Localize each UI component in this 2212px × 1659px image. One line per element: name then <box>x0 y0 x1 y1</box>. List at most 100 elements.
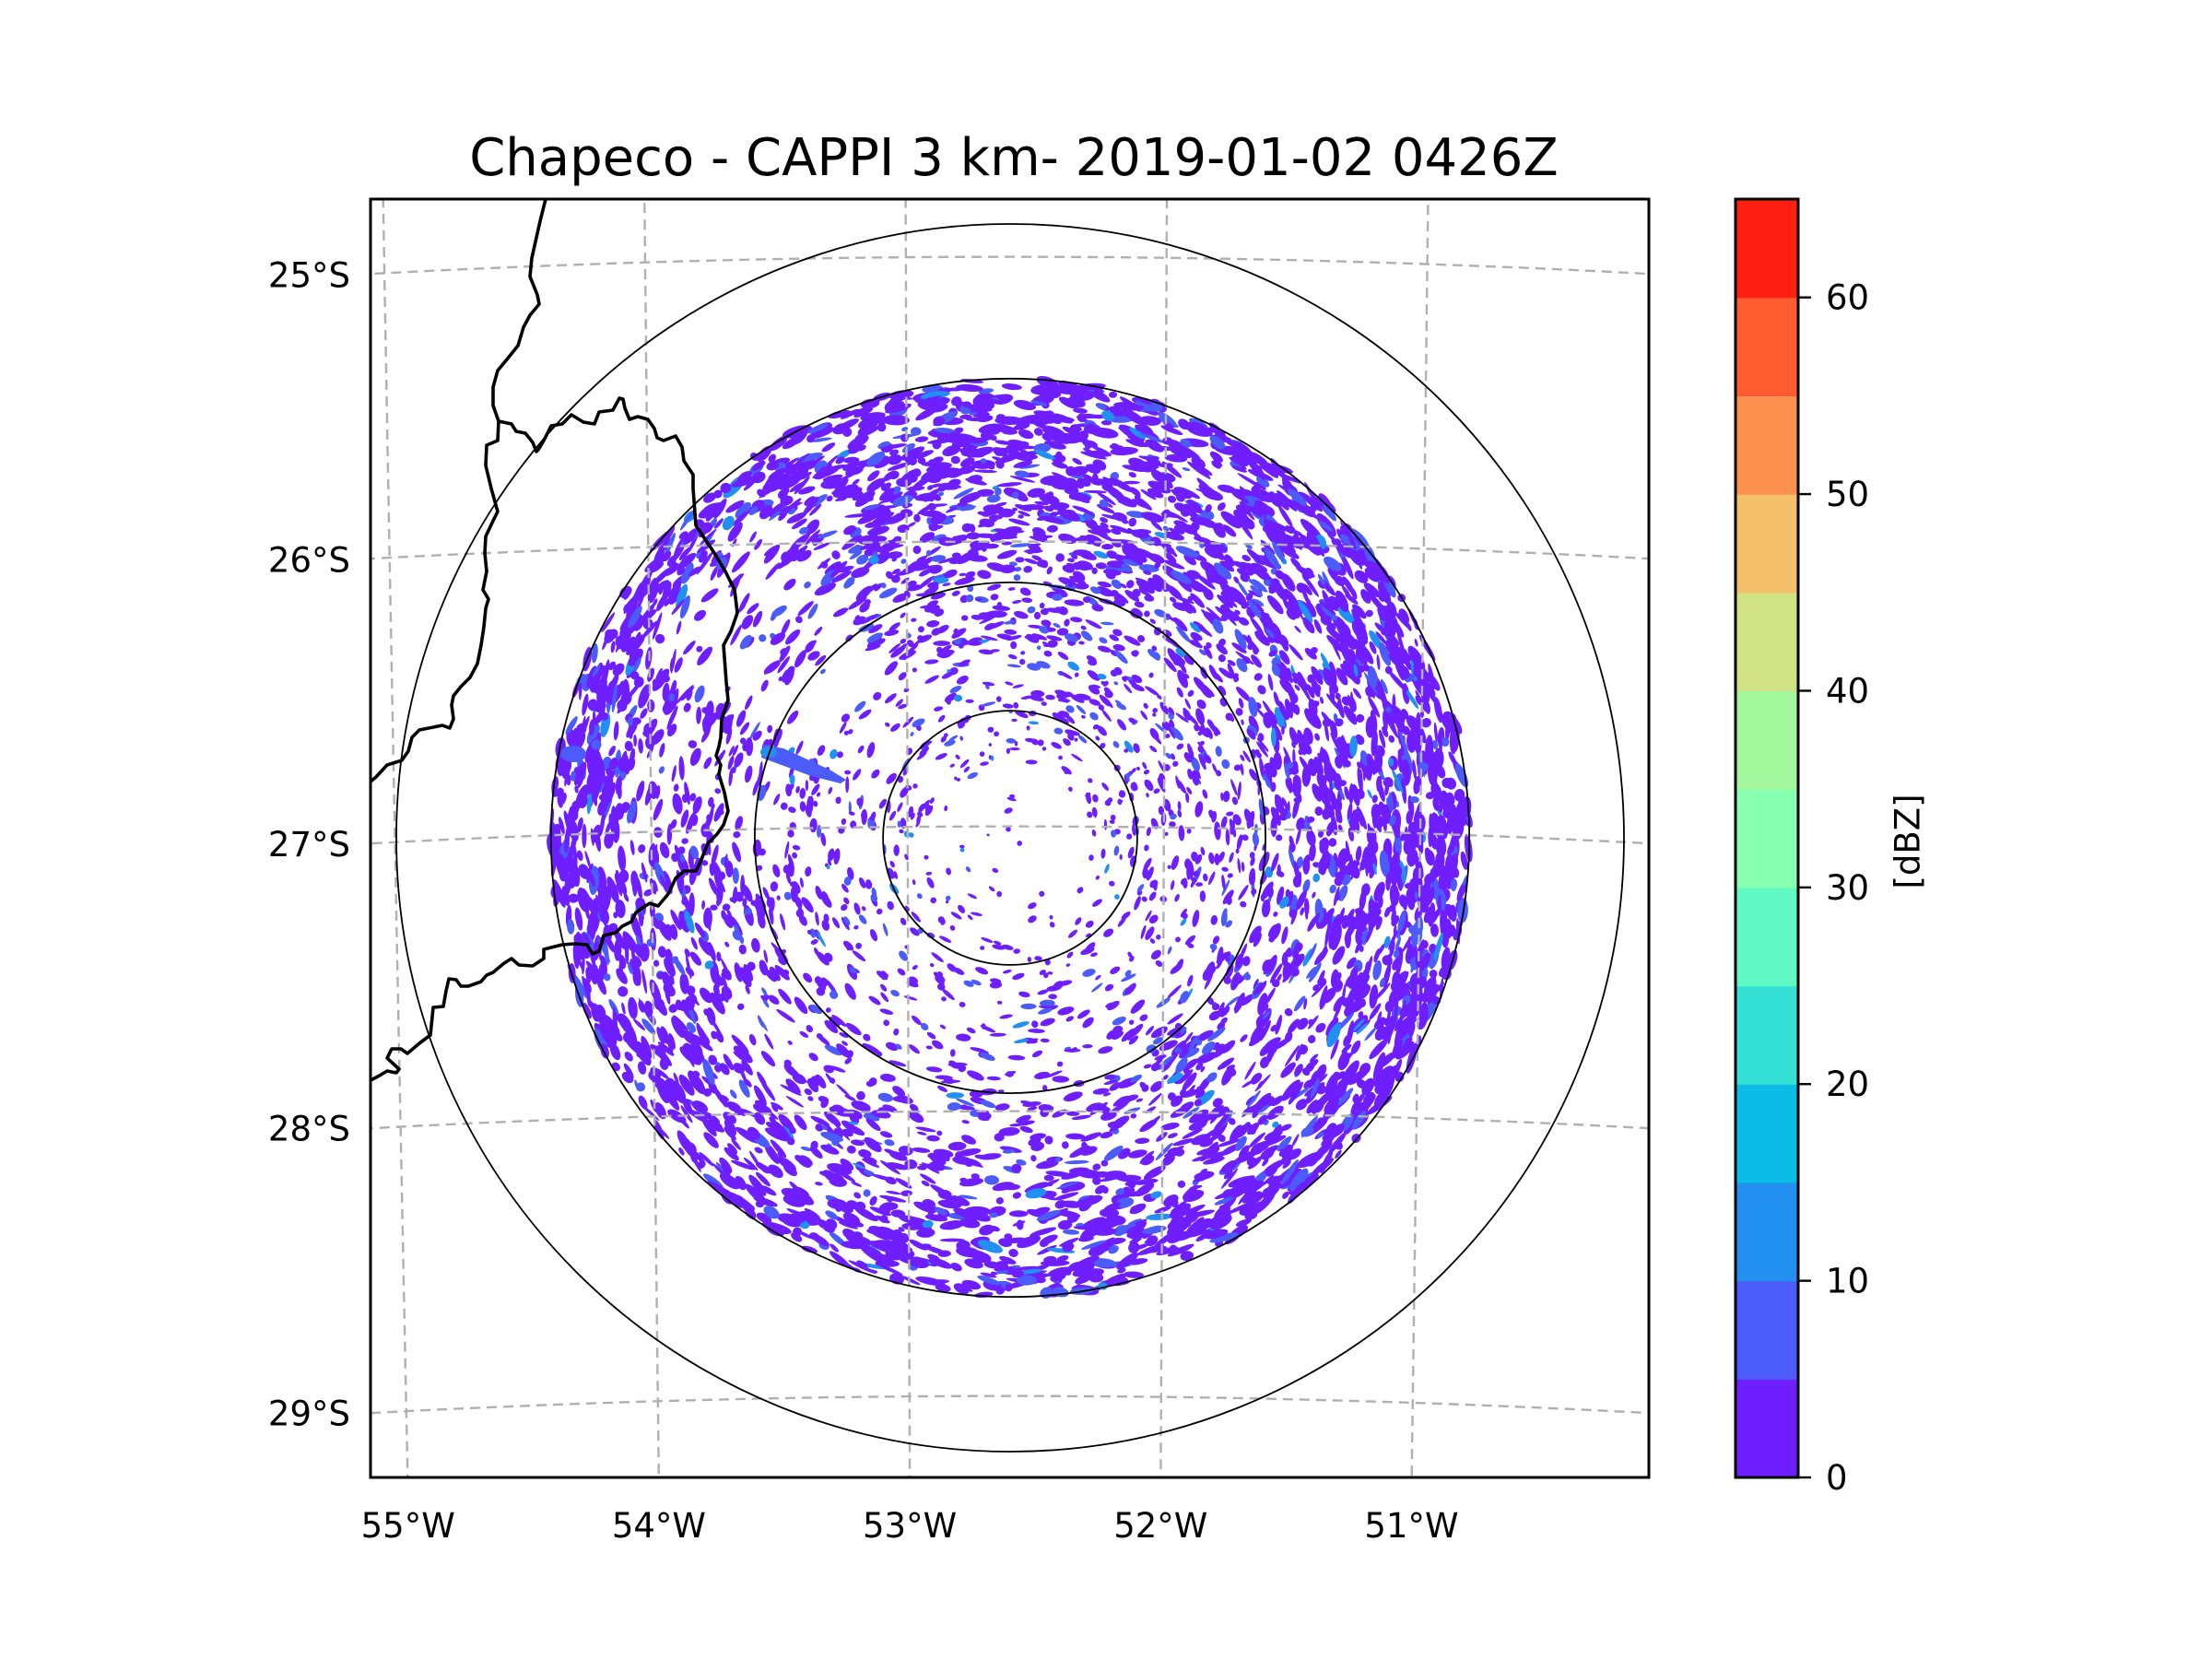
echo-cell <box>886 772 897 784</box>
echo-cell <box>680 809 689 828</box>
echo-cell <box>612 663 625 677</box>
echo-cell <box>804 496 816 506</box>
echo-cell <box>1121 973 1136 982</box>
echo-cell <box>1082 414 1107 419</box>
echo-cell <box>568 893 580 903</box>
echo-cell <box>1355 845 1362 863</box>
echo-cell <box>1355 925 1363 945</box>
echo-cell <box>989 1212 998 1218</box>
echo-cell <box>1031 1020 1039 1029</box>
echo-cell <box>980 1025 996 1033</box>
echo-cell <box>918 626 924 633</box>
echo-cell <box>726 909 733 919</box>
echo-cell <box>1006 737 1017 744</box>
echo-cell <box>1206 1072 1218 1083</box>
echo-cell <box>893 1028 900 1036</box>
echo-cell <box>776 1008 795 1023</box>
echo-cell <box>1332 946 1346 965</box>
echo-cell <box>1098 1046 1113 1054</box>
echo-cell <box>1028 902 1037 910</box>
echo-cell <box>618 869 629 883</box>
echo-cell <box>1285 699 1293 719</box>
echo-cell <box>668 1004 678 1013</box>
echo-cell <box>1233 764 1241 771</box>
echo-cell <box>1306 966 1316 979</box>
echo-cell <box>1103 1079 1118 1086</box>
echo-cell <box>694 609 706 621</box>
echo-cell <box>1095 875 1100 880</box>
echo-cell <box>1018 991 1030 998</box>
echo-cell <box>676 620 682 635</box>
echo-cell <box>993 940 1002 946</box>
echo-cell <box>869 1241 896 1254</box>
echo-cell <box>1028 915 1037 924</box>
echo-cell <box>1100 419 1112 426</box>
echo-cell <box>665 525 676 541</box>
echo-cell <box>1021 597 1033 603</box>
echo-cell <box>795 785 800 794</box>
echo-cell <box>1024 636 1034 641</box>
echo-cell <box>959 847 965 853</box>
echo-cell <box>1204 972 1214 990</box>
echo-cell <box>1134 896 1141 911</box>
echo-cell <box>1283 747 1291 764</box>
echo-cell <box>621 1002 626 1015</box>
echo-cell <box>871 638 886 647</box>
echo-cell <box>1028 721 1040 725</box>
echo-cell <box>1093 530 1114 542</box>
echo-cell <box>1148 914 1159 924</box>
echo-cell <box>673 688 679 710</box>
echo-cell <box>872 516 892 531</box>
echo-cell <box>1158 411 1177 428</box>
echo-cell <box>841 884 849 893</box>
echo-cell <box>773 794 781 806</box>
echo-cell <box>1363 582 1381 598</box>
echo-cell <box>1235 1124 1249 1138</box>
echo-cell <box>769 501 786 518</box>
echo-cell <box>806 1025 814 1033</box>
echo-cell <box>938 935 952 943</box>
echo-cell <box>851 1139 865 1147</box>
echo-cell <box>1135 1098 1144 1102</box>
echo-cell <box>1227 1202 1253 1215</box>
echo-cell <box>824 561 841 575</box>
echo-cell <box>696 706 702 724</box>
echo-cell <box>795 740 804 755</box>
echo-cell <box>980 431 994 441</box>
echo-cell <box>1365 609 1373 618</box>
echo-cell <box>987 583 1002 591</box>
echo-cell <box>810 437 832 442</box>
echo-cell <box>770 881 779 892</box>
echo-cell <box>797 601 814 617</box>
echo-cell <box>1217 1138 1241 1147</box>
echo-cell <box>1238 617 1250 626</box>
echo-cell <box>1460 851 1468 870</box>
echo-cell <box>1117 1267 1126 1274</box>
echo-cell <box>1251 654 1262 668</box>
echo-cell <box>628 961 634 975</box>
echo-cell <box>670 819 677 830</box>
echo-cell <box>809 1004 823 1015</box>
echo-cell <box>626 721 638 738</box>
echo-cell <box>1140 488 1157 500</box>
echo-cell <box>683 702 691 712</box>
echo-cell <box>1101 709 1112 722</box>
echo-cell <box>1118 790 1126 798</box>
echo-cell <box>1184 1058 1198 1070</box>
echo-cell <box>1074 737 1078 742</box>
echo-cell <box>1082 969 1096 977</box>
echo-cell <box>638 1000 646 1013</box>
echo-cell <box>1335 1149 1342 1159</box>
echo-cell <box>1075 917 1082 925</box>
echo-cell <box>1114 700 1122 705</box>
echo-cell <box>582 1002 592 1019</box>
echo-cell <box>1351 1018 1365 1033</box>
echo-cell <box>1015 710 1029 719</box>
echo-cell <box>869 1195 877 1206</box>
echo-cell <box>919 568 932 577</box>
echo-cell <box>1167 865 1171 869</box>
echo-cell <box>1302 948 1313 967</box>
echo-cell <box>1127 1218 1143 1226</box>
echo-cell <box>748 1174 767 1196</box>
